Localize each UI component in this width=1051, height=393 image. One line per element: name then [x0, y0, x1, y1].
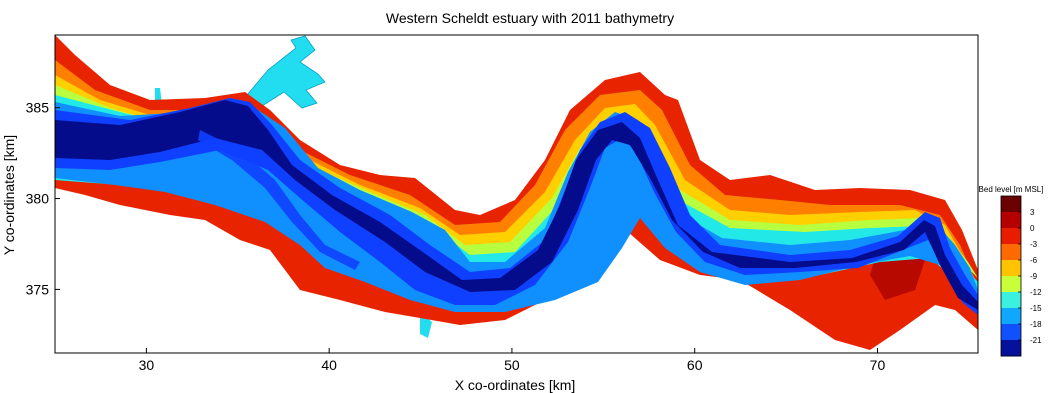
- figure-title: Western Scheldt estuary with 2011 bathym…: [386, 10, 674, 26]
- colorbar-swatch: [1001, 228, 1021, 245]
- colorbar-swatch: [1001, 324, 1021, 341]
- x-tick-label: 50: [504, 357, 520, 373]
- colorbar-tick-label: 3: [1030, 208, 1035, 217]
- colorbar-swatch: [1001, 244, 1021, 261]
- x-tick-label: 60: [687, 357, 703, 373]
- colorbar-tick-label: -6: [1030, 256, 1038, 265]
- colorbar-tick-label: 0: [1030, 224, 1035, 233]
- y-tick-label: 380: [26, 191, 50, 207]
- x-axis-label: X co-ordinates [km]: [455, 377, 576, 393]
- x-tick-label: 30: [139, 357, 155, 373]
- estuary-map: [55, 35, 978, 350]
- colorbar-swatch: [1001, 340, 1021, 357]
- axes-frame: [54, 34, 979, 354]
- colorbar-tick-label: -12: [1030, 288, 1042, 297]
- deepest-channel: [55, 100, 978, 310]
- colorbar: Bed level [m MSL] 3 0 -3 -6 -9 -12 -15 -18 -21: [979, 185, 1044, 357]
- x-tick-label: 40: [321, 357, 337, 373]
- y-tick-label: 385: [26, 100, 50, 116]
- colorbar-tick-label: -21: [1030, 336, 1042, 345]
- colorbar-title: Bed level [m MSL]: [979, 185, 1044, 194]
- y-axis: 375 380 385: [26, 100, 60, 297]
- colorbar-tick-label: -9: [1030, 272, 1038, 281]
- colorbar-tick-label: -3: [1030, 240, 1038, 249]
- colorbar-tick-label: -15: [1030, 304, 1042, 313]
- colorbar-swatch: [1001, 196, 1021, 213]
- secondary-channel: [198, 130, 360, 270]
- colorbar-swatch: [1001, 212, 1021, 229]
- y-tick-label: 375: [26, 281, 50, 297]
- y-axis-label: Y co-ordinates [km]: [1, 135, 17, 255]
- colorbar-swatch: [1001, 292, 1021, 309]
- x-tick-label: 70: [870, 357, 886, 373]
- colorbar-swatch: [1001, 308, 1021, 325]
- colorbar-tick-label: -18: [1030, 320, 1042, 329]
- x-axis: 30 40 50 60 70: [139, 348, 886, 373]
- harbour-channel: [246, 35, 326, 109]
- colorbar-swatch: [1001, 260, 1021, 277]
- colorbar-swatch: [1001, 276, 1021, 293]
